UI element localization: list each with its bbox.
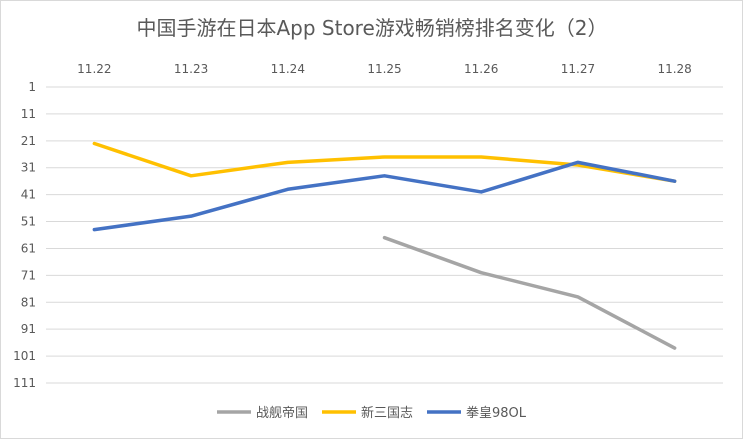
y-tick-label: 91: [21, 322, 36, 336]
y-tick-label: 1: [28, 80, 36, 94]
x-tick-label: 11.26: [464, 62, 498, 76]
y-tick-label: 71: [21, 268, 36, 282]
y-tick-label: 111: [13, 376, 36, 390]
x-tick-label: 11.23: [174, 62, 208, 76]
x-tick-label: 11.22: [77, 62, 111, 76]
y-tick-label: 41: [21, 188, 36, 202]
legend-label: 新三国志: [361, 405, 413, 421]
legend-label: 战舰帝国: [256, 405, 308, 421]
legend-item[interactable]: 战舰帝国: [217, 405, 308, 421]
x-tick-label: 11.27: [561, 62, 595, 76]
y-tick-label: 31: [21, 161, 36, 175]
y-tick-label: 101: [13, 349, 36, 363]
x-tick-label: 11.24: [271, 62, 305, 76]
x-tick-label: 11.28: [657, 62, 691, 76]
y-tick-label: 61: [21, 241, 36, 255]
series-line-0: [385, 238, 675, 348]
y-tick-label: 21: [21, 134, 36, 148]
legend-item[interactable]: 拳皇98OL: [427, 405, 527, 421]
legend-item[interactable]: 新三国志: [322, 405, 413, 421]
y-tick-label: 81: [21, 295, 36, 309]
y-tick-label: 51: [21, 215, 36, 229]
x-tick-label: 11.25: [367, 62, 401, 76]
y-tick-label: 11: [21, 107, 36, 121]
chart-title: 中国手游在日本App Store游戏畅销榜排名变化（2）: [136, 16, 607, 40]
legend-label: 拳皇98OL: [466, 405, 527, 421]
